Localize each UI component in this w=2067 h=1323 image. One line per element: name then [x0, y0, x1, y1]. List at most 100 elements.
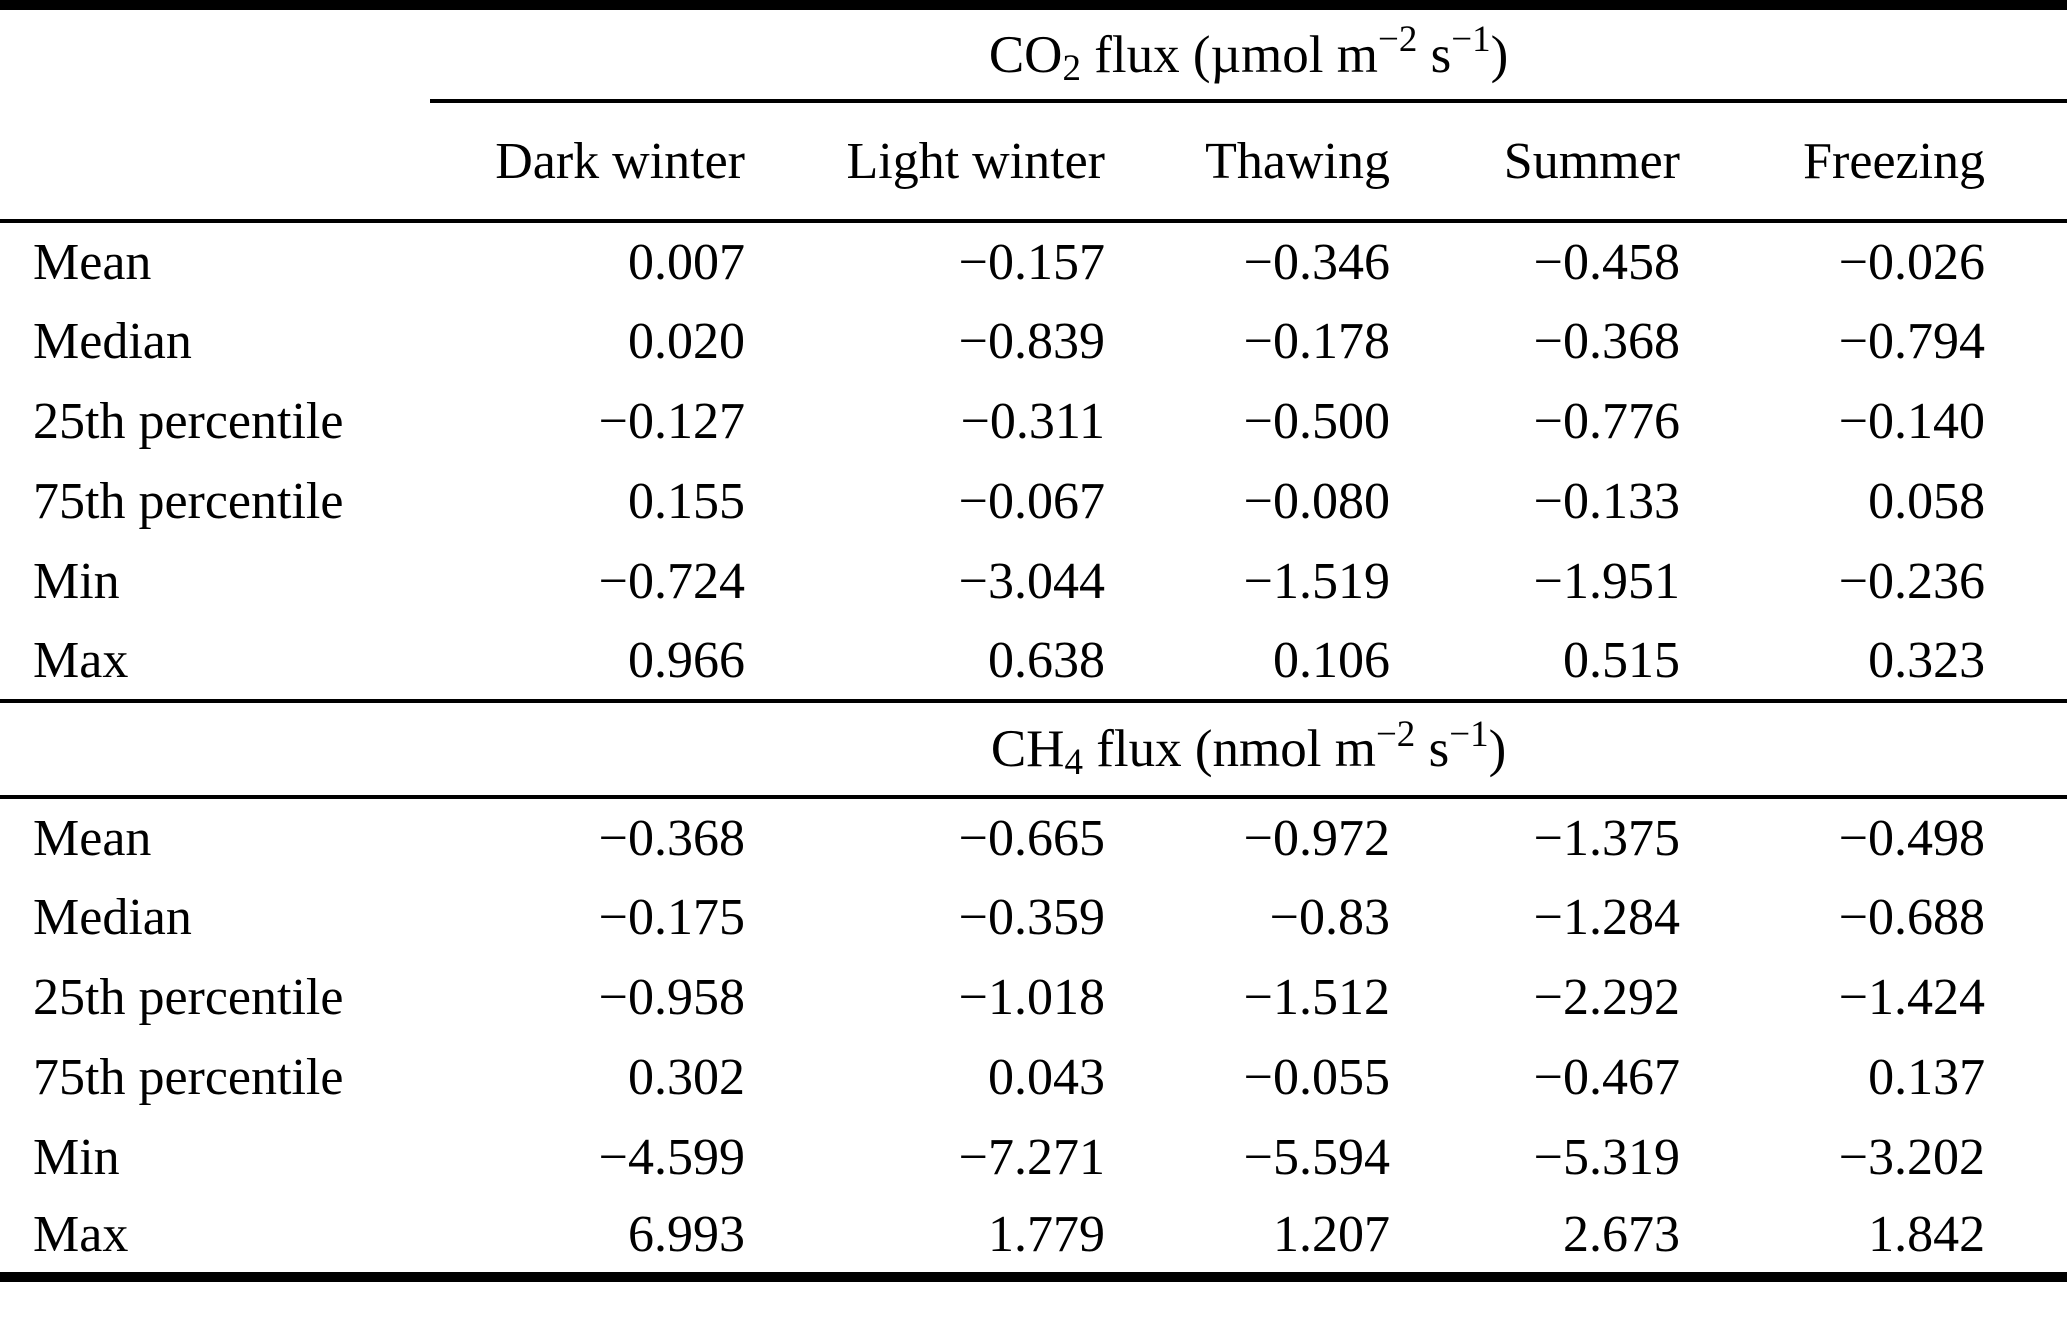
value-cell: −0.311: [960, 392, 1105, 450]
value-cell: −0.055: [1243, 1048, 1390, 1106]
table-row: 75th percentile 0.302 0.043 −0.055 −0.467 0.1…: [0, 1037, 2067, 1117]
unit-main: nmol m: [1212, 720, 1376, 778]
flux-statistics-table: CO2 flux (µmol m−2 s−1) Dark winter Ligh…: [0, 0, 2067, 1282]
table-row: Max 0.966 0.638 0.106 0.515 0.323: [0, 621, 2067, 703]
value-cell: −0.133: [1533, 472, 1680, 530]
value-cell: −0.080: [1243, 472, 1390, 530]
value-cell: −1.519: [1243, 552, 1390, 610]
value-cell: −0.346: [1243, 233, 1390, 291]
unit-exponent: −1: [1449, 713, 1489, 755]
column-header-dark-winter: Dark winter: [430, 101, 745, 223]
table-row: Max 6.993 1.779 1.207 2.673 1.842: [0, 1197, 2067, 1277]
value-cell: 0.137: [1868, 1048, 1986, 1106]
ch4-section-title-row: CH4 flux (nmol m−2 s−1): [0, 699, 2067, 799]
row-label: Max: [0, 621, 430, 703]
value-cell: −0.467: [1533, 1048, 1680, 1106]
value-cell: −0.688: [1838, 888, 1986, 946]
value-cell: −0.368: [1533, 312, 1680, 370]
row-label: Mean: [33, 809, 152, 867]
ch4-section-title: CH4 flux (nmol m−2 s−1): [430, 699, 2067, 799]
paren-close: ): [1490, 25, 1509, 84]
value-cell: −0.127: [598, 392, 745, 450]
value-cell: 6.993: [628, 1206, 745, 1263]
value-cell: 0.302: [628, 1048, 745, 1106]
row-label: 75th percentile: [33, 472, 344, 530]
flux-word: flux (: [1080, 25, 1211, 84]
value-cell: −2.292: [1533, 968, 1680, 1026]
row-label: Median: [33, 312, 192, 370]
unit-exponent: −2: [1375, 713, 1416, 755]
value-cell: 0.007: [628, 233, 745, 291]
value-cell: 0.515: [1390, 621, 1680, 703]
co2-section-title: CO2 flux (µmol m−2 s−1): [430, 5, 2067, 103]
value-cell: −0.500: [1243, 392, 1390, 450]
value-cell: −0.175: [598, 888, 745, 946]
column-header-light-winter: Light winter: [745, 101, 1105, 223]
value-cell: 2.673: [1563, 1206, 1680, 1263]
value-cell: −0.665: [958, 809, 1105, 867]
row-label: Max: [33, 1206, 129, 1263]
gas-symbol: CH: [990, 720, 1065, 778]
value-cell: −0.140: [1838, 392, 1986, 450]
value-cell: −0.839: [958, 312, 1105, 370]
column-header-summer: Summer: [1390, 101, 1680, 223]
unit-seconds: s: [1417, 25, 1452, 84]
value-cell: −4.599: [598, 1128, 745, 1186]
value-cell: −1.424: [1838, 968, 1986, 1026]
ch4-data-rows: Mean −0.368 −0.665 −0.972 −1.375 −0.498 Median…: [0, 797, 2067, 1277]
value-cell: −0.236: [1838, 552, 1986, 610]
value-cell: 1.779: [988, 1206, 1105, 1263]
value-cell: −0.178: [1243, 312, 1390, 370]
value-cell: −7.271: [958, 1128, 1105, 1186]
unit-seconds: s: [1415, 720, 1450, 778]
value-cell: −1.951: [1533, 552, 1680, 610]
spacer-cell: [0, 5, 430, 101]
value-cell: 0.966: [430, 621, 745, 703]
value-cell: 0.020: [628, 312, 745, 370]
row-label: 25th percentile: [33, 968, 344, 1026]
co2-section-title-row: CO2 flux (µmol m−2 s−1): [0, 5, 2067, 103]
value-cell: −0.958: [598, 968, 745, 1026]
spacer-cell: [0, 101, 430, 223]
value-cell: −0.724: [598, 552, 745, 610]
value-cell: 0.638: [745, 621, 1105, 703]
unit-main: µmol m: [1210, 25, 1378, 84]
value-cell: −0.026: [1838, 233, 1986, 291]
value-cell: 0.043: [988, 1048, 1105, 1106]
spacer-cell: [0, 699, 430, 799]
value-cell: −0.157: [958, 233, 1105, 291]
row-label: 75th percentile: [33, 1048, 344, 1106]
gas-symbol: CO: [988, 25, 1063, 84]
value-cell: −1.375: [1533, 809, 1680, 867]
table-row: Median 0.020 −0.839 −0.178 −0.368 −0.794: [0, 301, 2067, 381]
unit-exponent: −1: [1451, 19, 1491, 61]
value-cell: −5.319: [1533, 1128, 1680, 1186]
gas-subscript: 2: [1062, 47, 1081, 89]
table-row: Mean 0.007 −0.157 −0.346 −0.458 −0.026: [0, 221, 2067, 301]
unit-exponent: −2: [1377, 19, 1418, 61]
value-cell: 0.058: [1868, 472, 1986, 530]
value-cell: −0.972: [1243, 809, 1390, 867]
value-cell: −3.044: [958, 552, 1105, 610]
value-cell: −0.776: [1533, 392, 1680, 450]
value-cell: −1.018: [958, 968, 1105, 1026]
value-cell: 1.207: [1273, 1206, 1390, 1263]
value-cell: −0.458: [1533, 233, 1680, 291]
table-row: 25th percentile −0.127 −0.311 −0.500 −0.776 −…: [0, 381, 2067, 461]
value-cell: 0.155: [628, 472, 745, 530]
table-row: Mean −0.368 −0.665 −0.972 −1.375 −0.498: [0, 797, 2067, 877]
value-cell: −0.359: [958, 888, 1105, 946]
column-header-freezing: Freezing: [1680, 101, 2067, 223]
paren-close: ): [1488, 720, 1507, 778]
value-cell: −5.594: [1243, 1128, 1390, 1186]
value-cell: −0.794: [1838, 312, 1986, 370]
value-cell: −0.368: [598, 809, 745, 867]
value-cell: −3.202: [1838, 1128, 1986, 1186]
gas-subscript: 4: [1064, 742, 1083, 784]
table-row: 25th percentile −0.958 −1.018 −1.512 −2.292 −…: [0, 957, 2067, 1037]
row-label: Median: [33, 888, 192, 946]
value-cell: 1.842: [1868, 1206, 1986, 1263]
value-cell: 0.323: [1680, 621, 2067, 703]
value-cell: −0.067: [958, 472, 1105, 530]
row-label: 25th percentile: [33, 392, 344, 450]
